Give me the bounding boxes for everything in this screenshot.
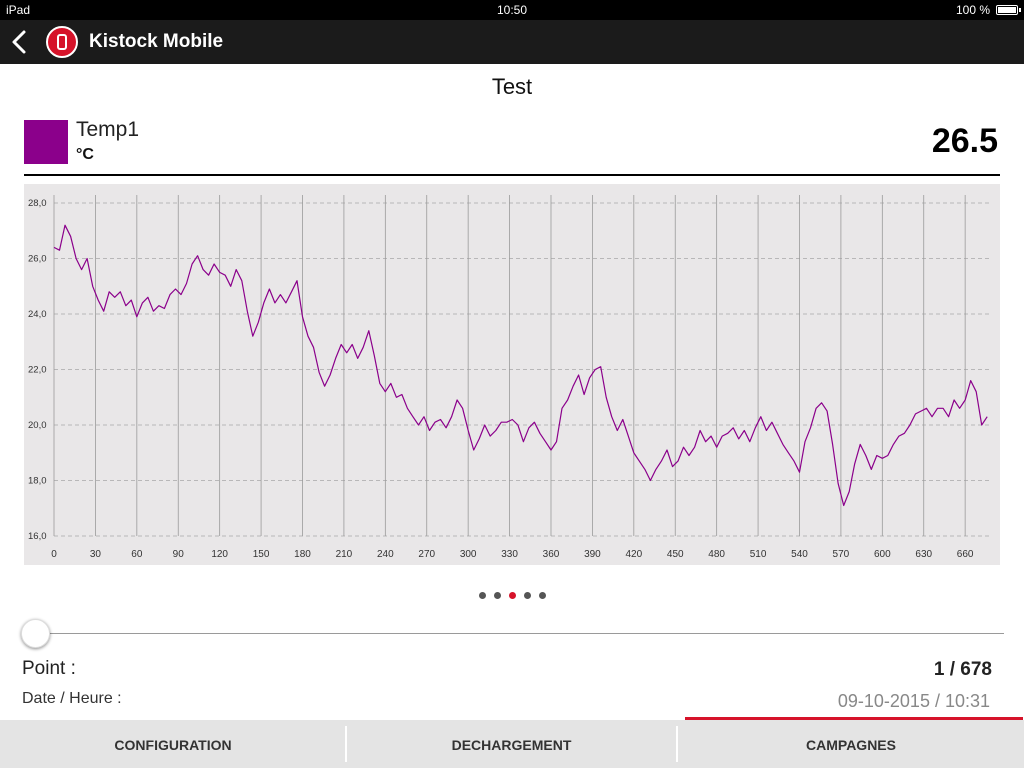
line-chart[interactable]: 16,0 18,0 20,0 22,0 24,0 26,0 28,0 0 30 60 90 120 15… (24, 184, 1000, 565)
x-tick-label: 660 (957, 549, 974, 560)
page-dot[interactable] (538, 592, 546, 599)
battery-percent: 100 % (955, 3, 990, 17)
x-tick-label: 240 (377, 549, 394, 560)
legend-unit: °C (76, 146, 94, 163)
point-label: Point : (22, 658, 76, 679)
page-dot[interactable] (478, 592, 486, 599)
x-tick-label: 90 (173, 549, 185, 560)
active-tab-indicator (685, 717, 1023, 720)
y-tick-label: 22,0 (28, 365, 47, 376)
x-tick-label: 150 (253, 549, 270, 560)
x-tick-label: 60 (131, 549, 143, 560)
app-title: Kistock Mobile (89, 31, 224, 52)
x-tick-label: 450 (667, 549, 684, 560)
legend-channel-name: Temp1 (76, 118, 140, 141)
x-tick-label: 510 (750, 549, 767, 560)
x-tick-label: 600 (874, 549, 891, 560)
x-tick-label: 120 (211, 549, 228, 560)
x-tick-label: 360 (543, 549, 560, 560)
battery-icon (996, 5, 1021, 15)
page-title: Test (491, 74, 533, 99)
series-line-temp1 (53, 224, 988, 507)
page-dot[interactable] (493, 592, 501, 599)
datetime-value: 09-10-2015 / 10:31 (837, 691, 990, 711)
divider (24, 174, 1000, 176)
page-dot[interactable] (523, 592, 531, 599)
datetime-label: Date / Heure : (22, 690, 122, 707)
y-tick-label: 20,0 (28, 420, 47, 431)
device-name: iPad (6, 3, 31, 17)
x-tick-label: 540 (791, 549, 808, 560)
tab-separator (345, 726, 347, 762)
tab-dechargement[interactable]: DECHARGEMENT (451, 737, 572, 753)
x-tick-label: 210 (336, 549, 353, 560)
page-dot[interactable] (508, 592, 516, 599)
page-indicator[interactable] (0, 586, 1024, 604)
point-slider-thumb[interactable] (21, 619, 50, 648)
current-value: 26.5 (931, 122, 998, 160)
tab-configuration[interactable]: CONFIGURATION (114, 737, 232, 753)
status-bar: iPad 10:50 100 % (0, 0, 1024, 20)
y-tick-label: 16,0 (28, 531, 47, 542)
legend-color-swatch (24, 120, 68, 164)
tab-bar: CONFIGURATION DECHARGEMENT CAMPAGNES (0, 720, 1024, 768)
y-tick-label: 18,0 (28, 476, 47, 487)
chart-area[interactable]: 16,0 18,0 20,0 22,0 24,0 26,0 28,0 0 30 60 90 120 15… (24, 184, 1000, 565)
x-tick-label: 270 (418, 549, 435, 560)
point-slider-track[interactable] (36, 633, 1004, 634)
x-tick-label: 630 (915, 549, 932, 560)
x-tick-label: 390 (584, 549, 601, 560)
x-tick-label: 420 (625, 549, 642, 560)
x-tick-label: 180 (294, 549, 311, 560)
status-time: 10:50 (496, 3, 528, 17)
x-tick-label: 570 (833, 549, 850, 560)
x-tick-label: 0 (51, 549, 57, 560)
tab-separator (676, 726, 678, 762)
x-tick-label: 480 (708, 549, 725, 560)
y-tick-label: 26,0 (28, 254, 47, 265)
app-logo-icon (46, 26, 78, 58)
y-tick-label: 28,0 (28, 198, 47, 209)
app-header: Kistock Mobile (0, 20, 1024, 64)
back-button[interactable] (8, 26, 32, 58)
chevron-left-icon (12, 30, 26, 54)
point-value: 1 / 678 (933, 659, 992, 680)
y-tick-label: 24,0 (28, 309, 47, 320)
tab-campagnes[interactable]: CAMPAGNES (806, 737, 896, 753)
x-tick-label: 300 (460, 549, 477, 560)
x-tick-label: 330 (501, 549, 518, 560)
x-tick-label: 30 (90, 549, 102, 560)
